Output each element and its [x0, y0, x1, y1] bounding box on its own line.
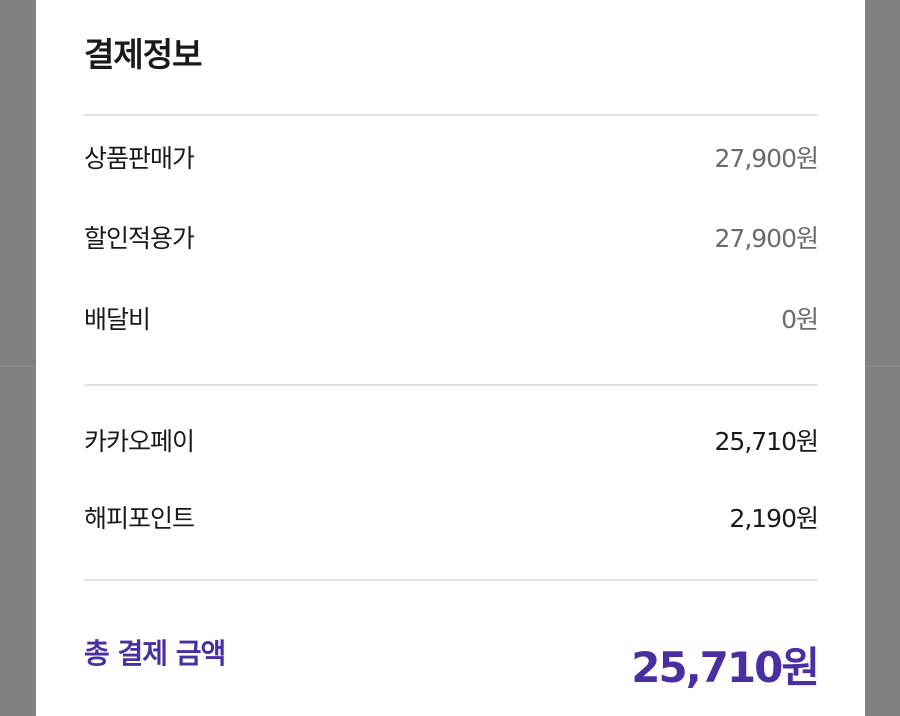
- payment-info-title: 결제정보: [84, 35, 202, 74]
- background-divider-right: [865, 366, 900, 367]
- row-label: 카카오페이: [84, 427, 195, 456]
- row-label: 배달비: [84, 305, 151, 334]
- row-label: 해피포인트: [84, 504, 195, 533]
- row-label: 할인적용가: [84, 224, 195, 253]
- row-value: 27,900원: [714, 224, 819, 253]
- payment-row-kakaopay: 카카오페이 25,710원: [84, 420, 819, 460]
- payment-info-card: 결제정보 상품판매가 27,900원 할인적용가 27,900원 배달비 0원 …: [36, 0, 865, 716]
- total-amount-value: 25,710원: [631, 643, 820, 692]
- divider: [84, 114, 818, 116]
- divider: [84, 579, 818, 581]
- divider: [84, 384, 818, 386]
- price-row-discount-price: 할인적용가 27,900원: [84, 217, 819, 257]
- row-value: 0원: [781, 305, 819, 334]
- row-value: 2,190원: [729, 504, 819, 533]
- price-row-sale-price: 상품판매가 27,900원: [84, 137, 819, 177]
- row-label: 상품판매가: [84, 144, 195, 173]
- payment-row-happypoint: 해피포인트 2,190원: [84, 497, 819, 537]
- row-value: 25,710원: [714, 427, 819, 456]
- price-row-delivery-fee: 배달비 0원: [84, 298, 819, 338]
- row-value: 27,900원: [714, 144, 819, 173]
- background-divider-left: [0, 366, 36, 367]
- total-amount-label: 총 결제 금액: [84, 637, 226, 670]
